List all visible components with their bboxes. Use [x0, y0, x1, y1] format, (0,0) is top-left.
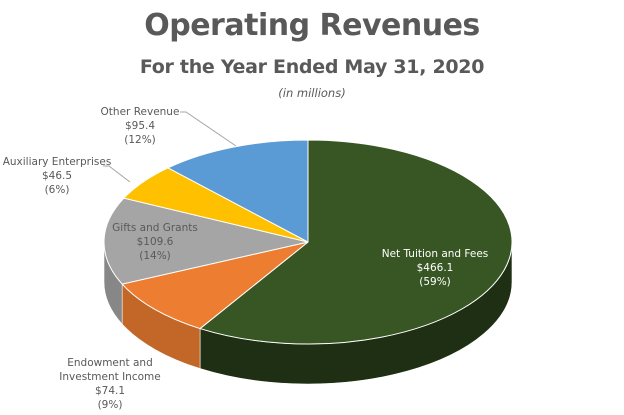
chart-units-note: (in millions): [278, 86, 346, 100]
leader-line: [180, 111, 237, 147]
label-name: Endowment and: [67, 357, 153, 369]
label-name: Investment Income: [59, 371, 161, 383]
label-name: Auxiliary Enterprises: [2, 156, 112, 168]
label-name: Other Revenue: [100, 106, 180, 118]
label-other-revenue: Other Revenue $95.4 (12%): [100, 105, 180, 147]
label-percent: (59%): [419, 276, 451, 288]
label-gifts-grants: Gifts and Grants $109.6 (14%): [105, 221, 205, 263]
label-net-tuition: Net Tuition and Fees $466.1 (59%): [375, 247, 495, 289]
pie-side-walls: [103, 241, 513, 385]
pie-slice-1[interactable]: [121, 241, 309, 330]
label-name: Net Tuition and Fees: [381, 248, 489, 260]
pie-slice-2[interactable]: [103, 197, 309, 285]
label-percent: (12%): [124, 134, 156, 146]
label-value: $109.6: [136, 236, 174, 248]
label-value: $95.4: [124, 120, 156, 132]
chart-title: Operating Revenues: [144, 8, 480, 43]
label-name: Gifts and Grants: [112, 222, 198, 234]
pie-slice-4[interactable]: [167, 139, 309, 243]
pie-top-faces: [103, 139, 513, 345]
label-percent: (6%): [44, 184, 70, 196]
label-auxiliary: Auxiliary Enterprises $46.5 (6%): [2, 155, 112, 197]
label-percent: (14%): [139, 250, 171, 262]
label-value: $74.1: [94, 385, 126, 397]
label-value: $46.5: [41, 170, 73, 182]
pie-slice-0[interactable]: [199, 139, 513, 345]
label-endowment: Endowment and Investment Income $74.1 (9…: [55, 356, 165, 412]
leader-line: [103, 165, 131, 183]
label-value: $466.1: [416, 262, 454, 274]
chart-subtitle: For the Year Ended May 31, 2020: [139, 56, 485, 78]
label-percent: (9%): [97, 399, 123, 411]
